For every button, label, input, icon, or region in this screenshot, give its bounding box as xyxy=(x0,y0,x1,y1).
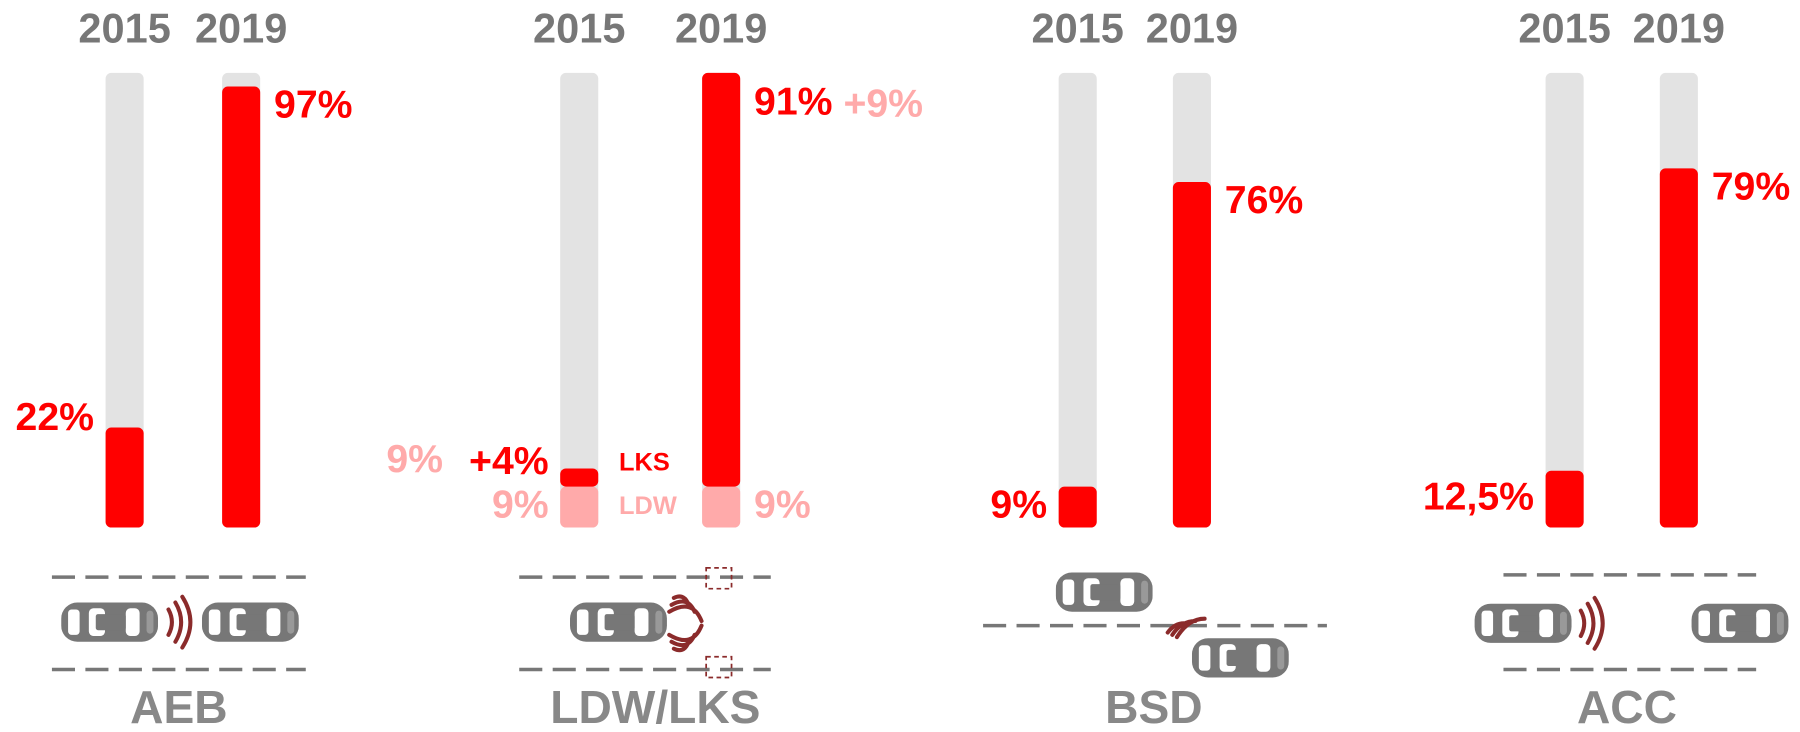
aeb-scene xyxy=(51,575,306,672)
bar-track xyxy=(560,72,599,528)
value-label: 22% xyxy=(16,395,95,439)
value-label: 91% xyxy=(754,79,833,123)
year-label: 2019 xyxy=(675,4,767,51)
legend-label: LKS xyxy=(619,449,670,477)
acc-scene xyxy=(1474,573,1789,672)
value-label: 9% xyxy=(492,482,549,526)
bar-track xyxy=(1058,72,1097,528)
bar xyxy=(1058,486,1097,528)
panel-title: AEB xyxy=(130,681,227,732)
bar-track xyxy=(1545,72,1584,528)
year-label: 2019 xyxy=(1633,4,1725,51)
value-label: 76% xyxy=(1225,178,1304,222)
bar-segment xyxy=(702,72,741,487)
year-label: 2015 xyxy=(78,4,170,51)
annotation: +9% xyxy=(843,82,923,126)
bar xyxy=(1172,182,1211,528)
value-label: 97% xyxy=(274,83,353,127)
annotation: 9% xyxy=(386,437,443,481)
year-label: 2015 xyxy=(533,4,625,51)
panel-title: BSD xyxy=(1105,681,1202,732)
year-label: 2019 xyxy=(1146,4,1238,51)
year-label: 2019 xyxy=(195,4,287,51)
bar xyxy=(1545,470,1584,528)
value-label: 9% xyxy=(990,482,1047,526)
value-label: 9% xyxy=(754,482,811,526)
panel-title: ACC xyxy=(1577,681,1677,732)
value-label: +4% xyxy=(469,439,549,483)
panel-title: LDW/LKS xyxy=(550,681,760,732)
year-label: 2015 xyxy=(1518,4,1610,51)
value-label: 79% xyxy=(1712,165,1791,209)
year-label: 2015 xyxy=(1032,4,1124,51)
bar xyxy=(1659,168,1698,528)
bar xyxy=(105,427,144,528)
ldw-scene xyxy=(519,567,771,679)
bar-segment xyxy=(560,486,599,528)
legend-label: LDW xyxy=(619,492,677,520)
bsd-scene xyxy=(983,572,1327,678)
bar-segment xyxy=(702,486,741,528)
bar-track xyxy=(105,72,144,528)
bar-segment xyxy=(560,468,599,487)
value-label: 12,5% xyxy=(1423,474,1534,518)
bar xyxy=(222,86,261,528)
